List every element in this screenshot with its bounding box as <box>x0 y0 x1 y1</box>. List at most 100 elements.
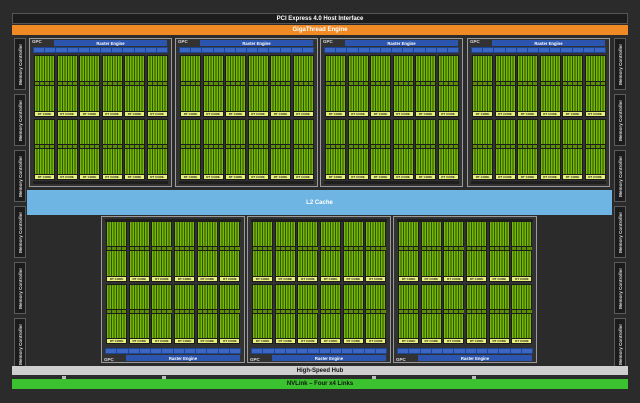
streaming-multiprocessor: RT CORE <box>325 55 346 117</box>
cuda-cores <box>293 56 313 81</box>
streaming-multiprocessor: RT CORE <box>392 118 414 180</box>
cuda-cores <box>585 85 605 111</box>
streaming-multiprocessor: RT CORE <box>274 283 296 344</box>
rt-core: RT CORE <box>147 111 167 116</box>
cuda-cores <box>473 56 492 81</box>
cuda-cores <box>444 222 464 247</box>
rt-core: RT CORE <box>220 339 240 343</box>
rt-core: RT CORE <box>175 276 195 281</box>
raster-engine: Raster Engine <box>345 40 458 46</box>
rt-core: RT CORE <box>321 276 341 281</box>
cuda-cores <box>102 149 122 174</box>
cuda-cores <box>563 56 582 81</box>
gpc-block: GPC Raster Engine RT CORE RT CORE RT CORE RT … <box>101 216 245 363</box>
tensor-cores <box>585 145 605 149</box>
memory-controller: Memory Controller <box>14 94 26 146</box>
tensor-cores <box>366 247 386 251</box>
cuda-cores <box>107 284 127 309</box>
rt-core: RT CORE <box>197 276 217 281</box>
raster-engine: Raster Engine <box>272 355 386 361</box>
tensor-cores <box>393 81 413 85</box>
streaming-multiprocessor: RT CORE <box>124 55 145 117</box>
rt-core: RT CORE <box>152 339 172 343</box>
cuda-cores <box>518 119 537 145</box>
tensor-cores <box>181 81 200 85</box>
tensor-cores <box>321 247 341 251</box>
cuda-cores <box>366 222 386 247</box>
streaming-multiprocessor: RT CORE <box>225 55 246 117</box>
memory-controller: Memory Controller <box>614 206 626 258</box>
rt-core: RT CORE <box>518 111 537 116</box>
cuda-cores <box>80 85 99 111</box>
cuda-cores <box>473 85 492 111</box>
cuda-cores <box>399 222 419 247</box>
cuda-cores <box>366 284 386 309</box>
tensor-cores <box>203 145 223 149</box>
cuda-cores <box>495 149 515 174</box>
streaming-multiprocessor: RT CORE <box>151 283 173 344</box>
streaming-multiprocessor: RT CORE <box>415 118 436 180</box>
cuda-cores <box>540 85 560 111</box>
cuda-cores <box>275 313 295 338</box>
streaming-multiprocessor: RT CORE <box>342 283 364 344</box>
streaming-multiprocessor: RT CORE <box>274 221 296 282</box>
pcie-host-interface: PCI Express 4.0 Host Interface <box>12 13 628 24</box>
streaming-multiprocessor: RT CORE <box>219 221 241 282</box>
cuda-cores <box>438 56 458 81</box>
gpc-block: GPC Raster Engine RT CORE RT CORE RT CORE RT … <box>247 216 391 363</box>
rt-core: RT CORE <box>298 276 318 281</box>
rt-core: RT CORE <box>226 111 245 116</box>
l2-cache: L2 Cache <box>27 190 612 215</box>
cuda-cores <box>563 85 582 111</box>
rt-core: RT CORE <box>57 111 77 116</box>
cuda-cores <box>416 149 435 174</box>
raster-engine: Raster Engine <box>200 40 313 46</box>
rt-core: RT CORE <box>467 276 487 281</box>
streaming-multiprocessor: RT CORE <box>562 118 583 180</box>
cuda-cores <box>107 251 127 276</box>
tensor-cores <box>343 247 363 251</box>
cuda-cores <box>147 85 167 111</box>
cuda-cores <box>125 85 144 111</box>
memory-controller-label: Memory Controller <box>617 323 623 365</box>
streaming-multiprocessor: RT CORE <box>370 118 391 180</box>
cuda-cores <box>293 85 313 111</box>
streaming-multiprocessor: RT CORE <box>398 283 420 344</box>
rt-core: RT CORE <box>271 111 290 116</box>
tensor-cores <box>181 145 200 149</box>
tensor-cores <box>473 145 492 149</box>
nvlink-bar: NVLink – Four x4 Links <box>12 376 628 389</box>
cuda-cores <box>175 222 195 247</box>
tensor-cores <box>343 309 363 313</box>
cuda-cores <box>321 313 341 338</box>
cuda-cores <box>343 313 363 338</box>
cuda-cores <box>393 119 413 145</box>
cuda-cores <box>321 284 341 309</box>
tensor-cores <box>399 247 419 251</box>
tensor-cores <box>253 247 273 251</box>
rt-core: RT CORE <box>35 175 54 179</box>
cuda-cores <box>467 251 487 276</box>
tensor-cores <box>421 247 441 251</box>
tensor-cores <box>129 247 149 251</box>
cuda-cores <box>197 222 217 247</box>
raster-engine: Raster Engine <box>492 40 605 46</box>
cuda-cores <box>175 284 195 309</box>
rt-core: RT CORE <box>399 339 419 343</box>
tensor-cores <box>125 145 144 149</box>
cuda-cores <box>175 313 195 338</box>
tensor-cores <box>271 145 290 149</box>
tensor-cores <box>226 81 245 85</box>
tensor-cores <box>348 145 368 149</box>
streaming-multiprocessor: RT CORE <box>584 55 606 117</box>
cuda-cores <box>489 313 509 338</box>
streaming-multiprocessor: RT CORE <box>202 55 224 117</box>
cuda-cores <box>343 284 363 309</box>
cuda-cores <box>203 119 223 145</box>
rt-core: RT CORE <box>321 339 341 343</box>
tensor-cores <box>518 145 537 149</box>
cuda-cores <box>371 119 390 145</box>
rt-core: RT CORE <box>293 111 313 116</box>
streaming-multiprocessor: RT CORE <box>247 118 269 180</box>
streaming-multiprocessor: RT CORE <box>562 55 583 117</box>
